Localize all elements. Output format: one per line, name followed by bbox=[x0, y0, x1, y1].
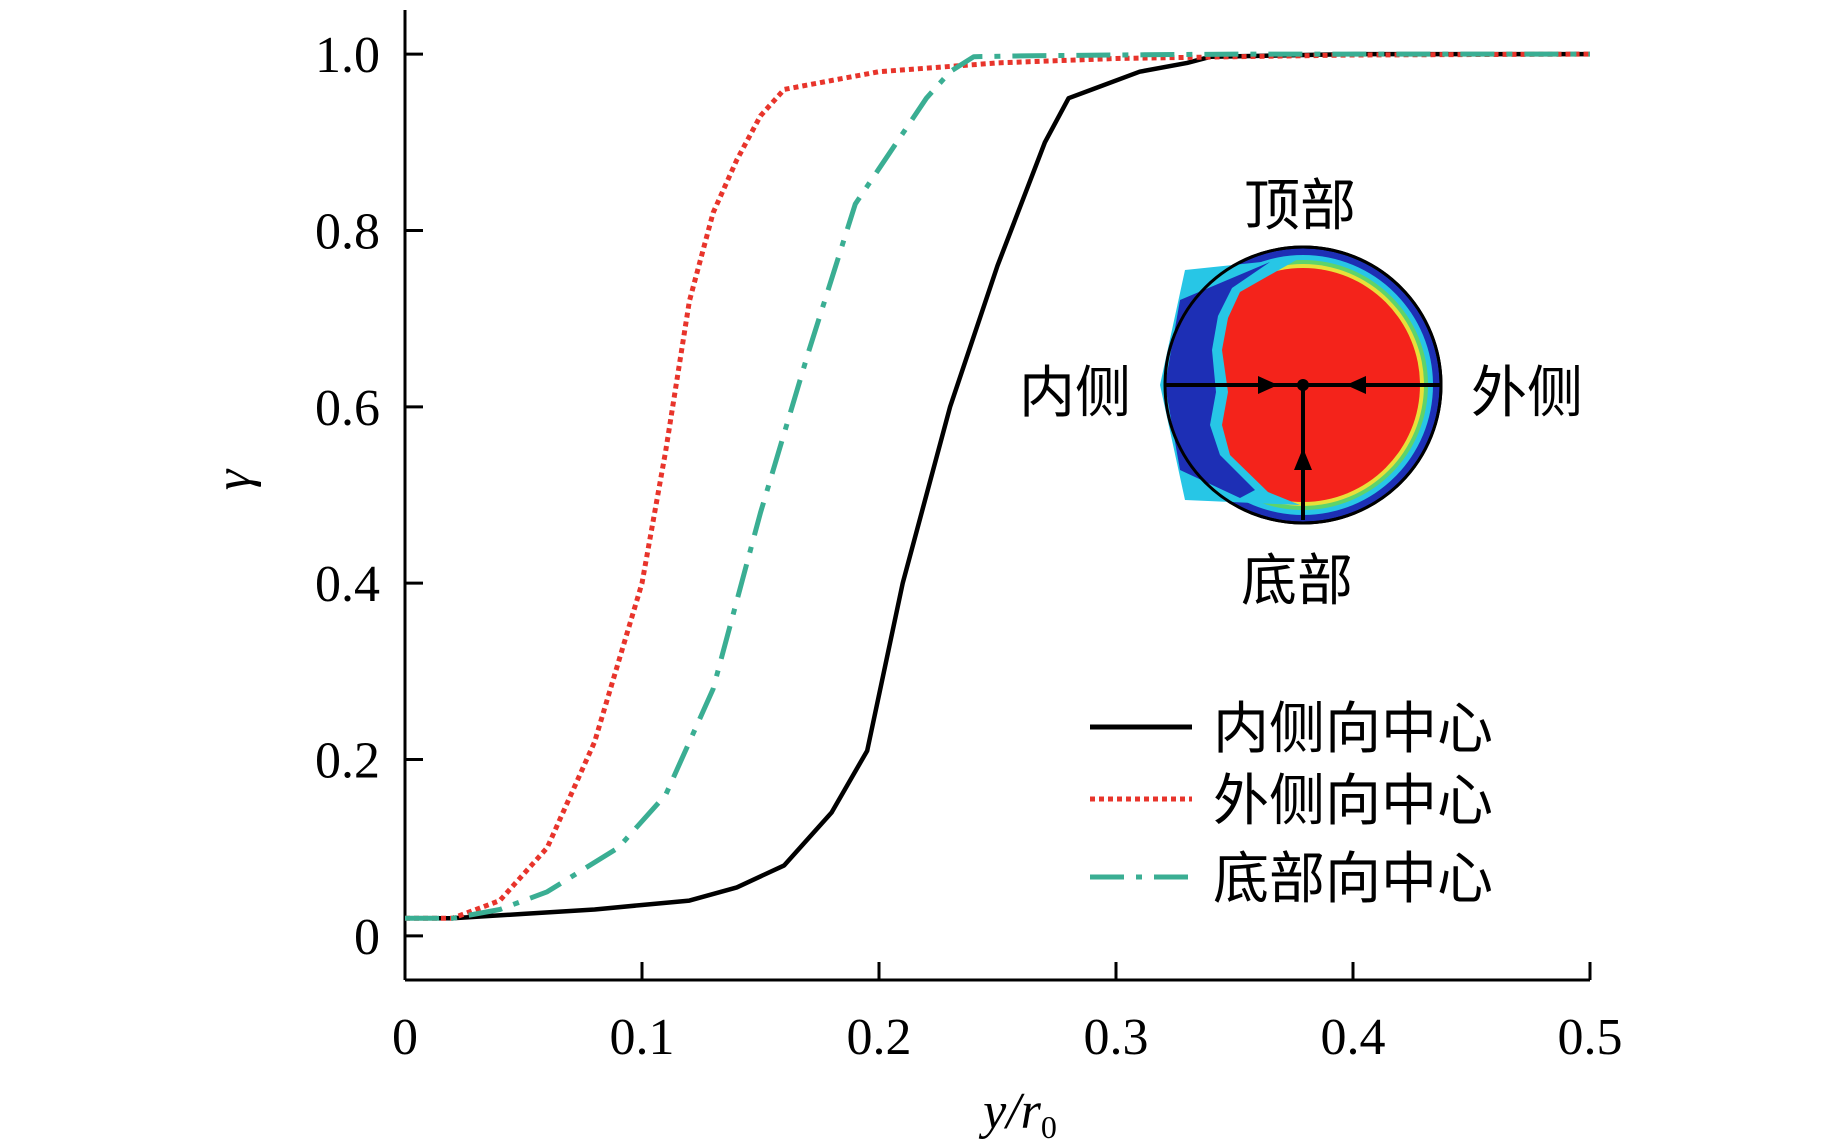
legend-label-1: 内侧向中心 bbox=[1213, 697, 1493, 762]
y-axis-label: γ bbox=[205, 468, 262, 490]
inset-left-label: 内侧 bbox=[1019, 361, 1131, 426]
series-layer bbox=[405, 51, 1591, 921]
series-line-3 bbox=[405, 51, 1590, 921]
inset-diagram: 顶部 底部 内侧 外侧 bbox=[1019, 174, 1583, 614]
x-tick-label: 0.5 bbox=[1558, 1009, 1623, 1066]
inset-bottom-label: 底部 bbox=[1241, 549, 1353, 614]
inset-bottom-arrowhead bbox=[1294, 448, 1312, 470]
legend: 内侧向中心 外侧向中心 底部向中心 bbox=[1090, 697, 1493, 912]
series-line-2 bbox=[405, 51, 1591, 921]
x-tick-label: 0.4 bbox=[1321, 1009, 1386, 1066]
x-tick-label: 0.2 bbox=[847, 1009, 912, 1066]
y-tick-label: 0 bbox=[354, 909, 380, 966]
disc-left-band-blue bbox=[1165, 262, 1270, 498]
x-axis-label-subscript: 0 bbox=[1041, 1109, 1057, 1142]
legend-label-2: 外侧向中心 bbox=[1213, 769, 1493, 834]
inset-left-arrowhead bbox=[1258, 376, 1278, 394]
x-tick-label: 0 bbox=[392, 1009, 418, 1066]
y-tick-label: 1.0 bbox=[315, 27, 380, 84]
y-tick-label: 0.4 bbox=[315, 556, 380, 613]
axes-layer: 0 0.1 0.2 0.3 0.4 0.5 0 0.2 0.4 0.6 0.8 1.0 bbox=[315, 10, 1623, 1066]
x-axis-label: y/r0 bbox=[978, 1083, 1057, 1142]
inset-center-dot bbox=[1297, 379, 1309, 391]
legend-label-3: 底部向中心 bbox=[1213, 847, 1493, 912]
y-tick-label: 0.6 bbox=[315, 380, 380, 437]
x-tick-label: 0.1 bbox=[610, 1009, 675, 1066]
y-tick-label: 0.8 bbox=[315, 203, 380, 260]
inset-right-label: 外侧 bbox=[1471, 361, 1583, 426]
inset-right-arrowhead bbox=[1346, 376, 1366, 394]
inset-disc bbox=[1160, 245, 1443, 525]
inset-top-label: 顶部 bbox=[1244, 174, 1356, 239]
x-tick-label: 0.3 bbox=[1084, 1009, 1149, 1066]
x-axis-label-main: y/r bbox=[978, 1083, 1042, 1140]
y-tick-label: 0.2 bbox=[315, 733, 380, 790]
